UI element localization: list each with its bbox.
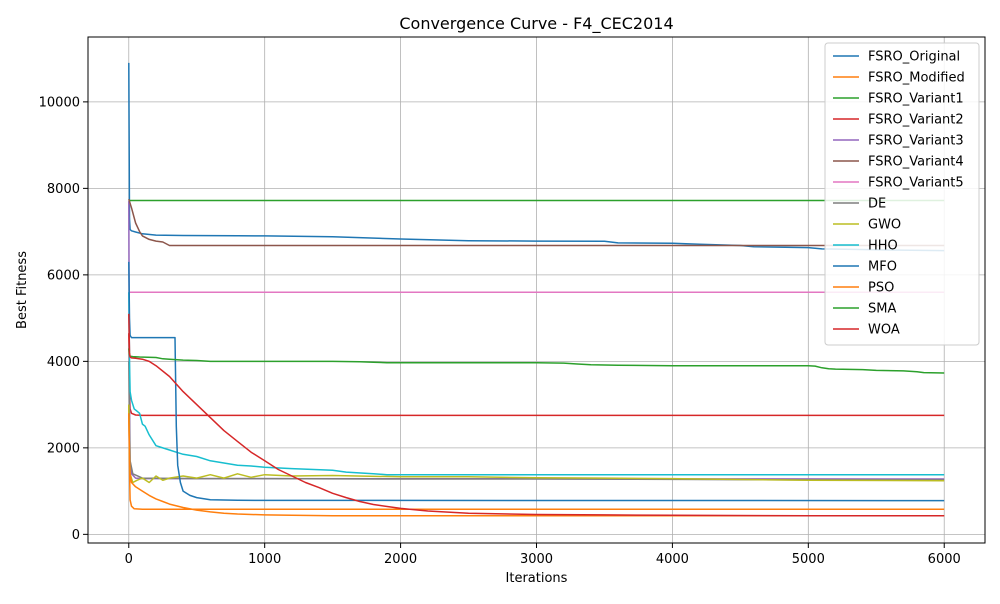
legend-label-fsro-original: FSRO_Original (868, 50, 960, 65)
y-axis-title: Best Fitness (15, 251, 30, 329)
series-line-woa (128, 313, 945, 517)
legend-label-fsro-variant4: FSRO_Variant4 (868, 155, 964, 170)
series-line-sma (128, 348, 945, 374)
legend-label-sma: SMA (868, 302, 896, 317)
legend-label-fsro-modified: FSRO_Modified (868, 71, 965, 86)
legend-label-fsro-variant2: FSRO_Variant2 (868, 113, 964, 128)
legend: FSRO_Original FSRO_Modified FSRO_Variant1 F… (824, 42, 980, 346)
x-tick-label: 3000 (520, 552, 553, 567)
x-tick-label: 1000 (248, 552, 281, 567)
legend-label-hho: HHO (868, 239, 898, 254)
legend-label-pso: PSO (868, 281, 894, 296)
series-line-mfo (128, 261, 945, 502)
legend-label-woa: WOA (868, 323, 900, 338)
series-lines (128, 62, 945, 517)
legend-label-de: DE (868, 197, 886, 212)
y-tick-label: 10000 (39, 95, 80, 110)
y-tick-label: 2000 (47, 441, 80, 456)
y-tick-label: 8000 (47, 182, 80, 197)
legend-label-fsro-variant1: FSRO_Variant1 (868, 92, 964, 107)
x-tick-label: 6000 (928, 552, 961, 567)
series-line-fsro-variant4 (128, 198, 945, 247)
legend-label-fsro-variant3: FSRO_Variant3 (868, 134, 964, 149)
y-tick-label: 0 (72, 528, 80, 543)
series-line-hho (128, 292, 945, 476)
x-tick-label: 4000 (656, 552, 689, 567)
x-axis-title: Iterations (506, 571, 568, 586)
x-tick-label: 5000 (792, 552, 825, 567)
legend-label-mfo: MFO (868, 260, 897, 275)
legend-label-fsro-variant5: FSRO_Variant5 (868, 176, 964, 191)
axis-ticks: 0 1000 2000 3000 4000 5000 6000 0 2000 4000 6000 80… (39, 95, 961, 567)
x-tick-label: 0 (125, 552, 133, 567)
chart-title: Convergence Curve - F4_CEC2014 (399, 14, 673, 34)
series-line-pso (128, 413, 945, 517)
x-tick-label: 2000 (384, 552, 417, 567)
legend-label-gwo: GWO (868, 218, 901, 233)
legend-box (824, 42, 980, 346)
y-tick-label: 4000 (47, 355, 80, 370)
y-tick-label: 6000 (47, 268, 80, 283)
series-line-gwo (128, 404, 945, 484)
series-line-fsro-original (128, 62, 945, 252)
